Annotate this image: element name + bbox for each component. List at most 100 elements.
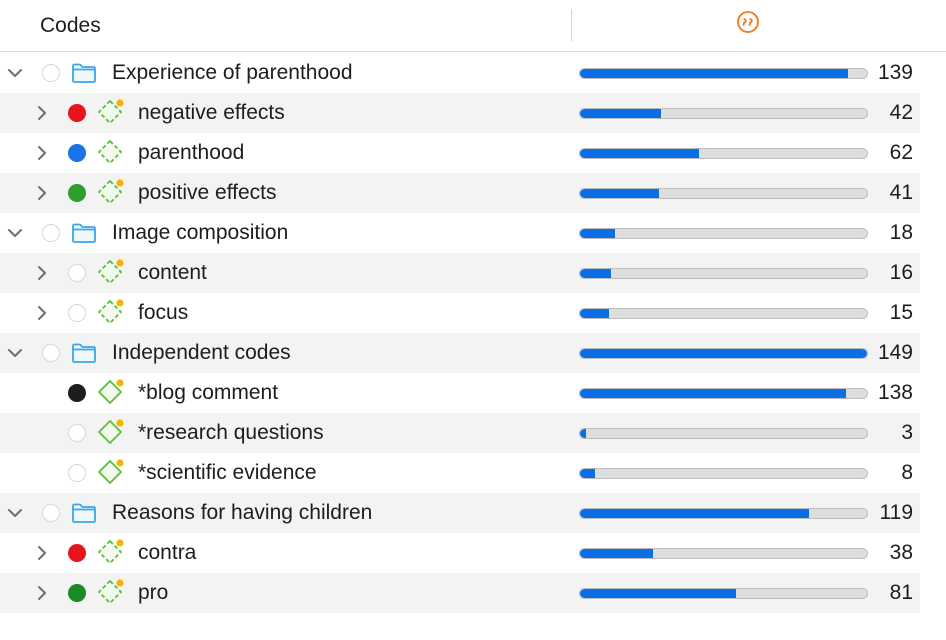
quotation-count-bar xyxy=(579,108,868,119)
code-label: negative effects xyxy=(138,101,285,124)
color-dot[interactable] xyxy=(42,64,60,82)
quotation-count: 81 xyxy=(889,581,913,604)
quotation-marks-icon[interactable] xyxy=(736,10,760,34)
code-group-diamond-icon xyxy=(98,259,124,284)
code-label: focus xyxy=(138,301,189,324)
folder-icon xyxy=(72,63,96,83)
quotation-count-bar-fill xyxy=(580,149,700,158)
color-dot[interactable] xyxy=(68,424,86,442)
code-row[interactable]: *scientific evidence 8 xyxy=(0,453,920,493)
quotation-count-bar xyxy=(579,468,868,479)
memo-indicator xyxy=(116,299,124,307)
code-label: Experience of parenthood xyxy=(112,61,353,84)
code-group-diamond-icon xyxy=(98,299,124,324)
code-group-diamond-icon xyxy=(98,140,122,164)
code-diamond-icon xyxy=(98,419,124,444)
code-row[interactable]: negative effects 42 xyxy=(0,93,920,133)
memo-indicator xyxy=(116,379,124,387)
code-row[interactable]: contra 38 xyxy=(0,533,920,573)
code-group-row[interactable]: Image composition 18 xyxy=(0,213,920,253)
quotation-count-bar-fill xyxy=(580,509,810,518)
quotation-count: 42 xyxy=(889,101,913,124)
color-dot[interactable] xyxy=(42,504,60,522)
code-row[interactable]: parenthood 62 xyxy=(0,133,920,173)
color-dot[interactable] xyxy=(68,104,86,122)
chevron-right-icon[interactable] xyxy=(32,143,52,163)
color-dot[interactable] xyxy=(68,264,86,282)
code-group-row[interactable]: Independent codes 149 xyxy=(0,333,920,373)
code-group-row[interactable]: Reasons for having children 119 xyxy=(0,493,920,533)
quotation-count: 62 xyxy=(889,141,913,164)
quotation-count: 139 xyxy=(877,61,913,84)
quotation-count-bar xyxy=(579,308,868,319)
quotation-count-bar xyxy=(579,348,868,359)
quotation-count-bar xyxy=(579,548,868,559)
code-label: parenthood xyxy=(138,141,245,164)
quotation-count-bar-fill xyxy=(580,469,596,478)
chevron-right-icon[interactable] xyxy=(32,183,52,203)
code-row[interactable]: positive effects 41 xyxy=(0,173,920,213)
code-row[interactable]: focus 15 xyxy=(0,293,920,333)
code-row[interactable]: pro 81 xyxy=(0,573,920,613)
memo-indicator xyxy=(116,459,124,467)
code-label: contra xyxy=(138,541,197,564)
quotation-count: 15 xyxy=(889,301,913,324)
chevron-right-icon[interactable] xyxy=(32,103,52,123)
color-dot[interactable] xyxy=(68,544,86,562)
color-dot[interactable] xyxy=(42,224,60,242)
chevron-down-icon[interactable] xyxy=(5,63,25,83)
color-dot[interactable] xyxy=(68,304,86,322)
color-dot[interactable] xyxy=(68,144,86,162)
codes-column-header[interactable]: Codes xyxy=(40,14,101,37)
code-group-row[interactable]: Experience of parenthood 139 xyxy=(0,53,920,93)
chevron-down-icon[interactable] xyxy=(5,503,25,523)
quotation-count-bar xyxy=(579,188,868,199)
code-group-diamond-icon xyxy=(98,579,124,604)
quotation-count-bar xyxy=(579,268,868,279)
color-dot[interactable] xyxy=(42,344,60,362)
quotation-count: 149 xyxy=(877,341,913,364)
code-group-diamond-icon xyxy=(98,179,124,204)
quotation-count-bar xyxy=(579,508,868,519)
quotation-count-bar xyxy=(579,228,868,239)
code-row[interactable]: *blog comment 138 xyxy=(0,373,920,413)
code-label: Independent codes xyxy=(112,341,291,364)
quotation-count-bar-fill xyxy=(580,269,611,278)
code-row[interactable]: *research questions 3 xyxy=(0,413,920,453)
quotation-count-bar-fill xyxy=(580,229,615,238)
quotation-count-bar-fill xyxy=(580,549,654,558)
memo-indicator xyxy=(116,179,124,187)
code-label: Image composition xyxy=(112,221,289,244)
memo-indicator xyxy=(116,579,124,587)
color-dot[interactable] xyxy=(68,584,86,602)
memo-indicator xyxy=(116,539,124,547)
chevron-right-icon[interactable] xyxy=(32,543,52,563)
code-diamond-icon xyxy=(98,459,124,484)
color-dot[interactable] xyxy=(68,184,86,202)
code-label: pro xyxy=(138,581,169,604)
chevron-down-icon[interactable] xyxy=(5,223,25,243)
folder-icon xyxy=(72,343,96,363)
chevron-right-icon[interactable] xyxy=(32,303,52,323)
chevron-right-icon[interactable] xyxy=(32,263,52,283)
quotation-count-bar-fill xyxy=(580,109,661,118)
codes-tree: Experience of parenthood 139 negative effe… xyxy=(0,53,920,613)
color-dot[interactable] xyxy=(68,464,86,482)
color-dot[interactable] xyxy=(68,384,86,402)
code-label: *research questions xyxy=(138,421,324,444)
quotation-count-bar xyxy=(579,148,868,159)
code-group-diamond-icon xyxy=(98,539,124,564)
code-label: *scientific evidence xyxy=(138,461,317,484)
chevron-right-icon[interactable] xyxy=(32,583,52,603)
memo-indicator xyxy=(116,259,124,267)
quotation-count-bar-fill xyxy=(580,389,846,398)
chevron-down-icon[interactable] xyxy=(5,343,25,363)
column-separator[interactable] xyxy=(571,9,572,41)
code-label: *blog comment xyxy=(138,381,279,404)
quotation-count-bar-fill xyxy=(580,349,867,358)
quotation-count: 3 xyxy=(901,421,913,444)
code-group-diamond-icon xyxy=(98,99,124,124)
code-row[interactable]: content 16 xyxy=(0,253,920,293)
memo-indicator xyxy=(116,99,124,107)
memo-indicator xyxy=(116,419,124,427)
